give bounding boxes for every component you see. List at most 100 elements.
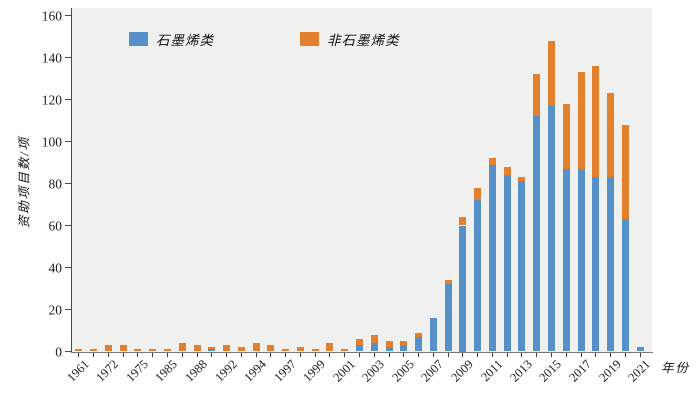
x-tick <box>595 353 597 357</box>
x-tick <box>152 353 154 357</box>
x-tick <box>447 353 449 357</box>
x-tick <box>122 353 124 357</box>
bar-segment-non-graphene-idx3 <box>119 345 127 352</box>
x-tick <box>580 353 582 357</box>
x-tick <box>462 353 464 357</box>
bar-segment-non-graphene-2019 <box>607 93 614 178</box>
x-tick <box>196 353 198 357</box>
bar-segment-non-graphene-2009 <box>459 217 467 226</box>
bar-segment-graphene-idx33 <box>562 168 570 352</box>
y-tick-label-120: 120 <box>41 92 62 107</box>
bar-segment-non-graphene-idx15 <box>296 347 304 352</box>
x-tick-label-2011: 2011 <box>478 357 506 385</box>
y-tick-label-80: 80 <box>48 176 63 191</box>
bar-segment-graphene-2017 <box>577 168 585 352</box>
x-tick <box>344 353 346 357</box>
plot-area <box>72 8 652 352</box>
y-tick <box>64 182 71 185</box>
x-tick <box>565 353 567 357</box>
x-tick <box>639 353 641 357</box>
legend-swatch-non-graphene <box>300 32 319 46</box>
y-tick-label-100: 100 <box>41 134 62 149</box>
bar-segment-graphene-idx21 <box>385 347 393 352</box>
x-tick <box>270 353 272 357</box>
x-tick <box>418 353 419 357</box>
bar-segment-non-graphene-2011 <box>488 158 496 165</box>
x-axis-title: 年份 <box>661 361 691 375</box>
x-tick-label-1961: 1961 <box>64 357 92 385</box>
legend: 石墨烯类 非石墨烯类 <box>129 29 400 49</box>
bar-segment-non-graphene-1985 <box>163 349 171 352</box>
bar-segment-non-graphene-idx1 <box>90 349 98 352</box>
x-tick <box>181 353 183 357</box>
bar-segment-non-graphene-1999 <box>311 349 319 352</box>
bar-segment-graphene-2019 <box>607 177 614 352</box>
bar-segment-non-graphene-idx29 <box>503 166 511 176</box>
bar-segment-non-graphene-idx11 <box>237 347 245 352</box>
bar-segment-non-graphene-idx27 <box>474 187 482 201</box>
x-tick-label-2009: 2009 <box>448 357 476 385</box>
bar-segment-non-graphene-1988 <box>193 345 201 352</box>
bar-segment-graphene-idx27 <box>474 200 482 352</box>
bar-segment-graphene-idx25 <box>444 284 452 352</box>
bar-segment-non-graphene-idx21 <box>385 341 393 348</box>
x-tick <box>432 353 434 357</box>
bar-segment-non-graphene-2003 <box>370 334 378 344</box>
x-tick <box>358 353 360 357</box>
x-tick <box>240 353 242 357</box>
x-tick-label-1994: 1994 <box>241 357 269 385</box>
y-tick <box>64 308 71 311</box>
legend-swatch-graphene <box>129 32 148 46</box>
bar-segment-non-graphene-1972 <box>104 345 112 352</box>
bar-segment-non-graphene-idx13 <box>267 345 275 352</box>
bar-segment-non-graphene-2017 <box>577 72 585 169</box>
x-tick-label-2005: 2005 <box>389 357 417 385</box>
bar-segment-graphene-idx31 <box>533 116 541 352</box>
x-tick <box>373 353 375 357</box>
x-tick <box>477 353 479 357</box>
x-tick <box>491 353 493 357</box>
x-tick <box>536 353 538 357</box>
x-tick <box>226 353 227 357</box>
x-tick <box>314 353 316 357</box>
bar-segment-non-graphene-idx25 <box>444 280 452 285</box>
bar-segment-graphene-idx9 <box>208 349 216 352</box>
x-tick <box>166 353 168 357</box>
bar-segment-non-graphene-idx9 <box>208 347 216 350</box>
bar-segment-non-graphene-1992 <box>223 345 230 352</box>
bar-segment-non-graphene-idx7 <box>178 343 186 352</box>
x-tick <box>211 353 213 357</box>
x-tick <box>506 353 508 357</box>
bar-segment-non-graphene-idx37 <box>621 124 629 220</box>
y-tick <box>64 140 71 143</box>
x-tick-label-1992: 1992 <box>211 357 240 385</box>
bar-segment-graphene-idx37 <box>621 219 629 352</box>
x-tick-label-2021: 2021 <box>625 357 654 385</box>
y-axis-line <box>70 8 72 353</box>
legend-label-graphene: 石墨烯类 <box>156 33 214 48</box>
x-tick-label-2007: 2007 <box>418 357 447 385</box>
y-tick-label-140: 140 <box>41 50 62 65</box>
bar-segment-graphene-idx19 <box>355 345 363 352</box>
bar-segment-non-graphene-2001 <box>341 349 349 352</box>
x-tick <box>93 353 95 357</box>
bar-segment-non-graphene-idx35 <box>592 65 600 178</box>
bar-segment-non-graphene-idx23 <box>415 332 422 337</box>
x-tick-label-1972: 1972 <box>93 357 122 385</box>
legend-label-non-graphene: 非石墨烯类 <box>327 33 400 48</box>
x-tick <box>624 353 626 357</box>
bar-segment-graphene-2009 <box>459 225 467 352</box>
x-tick-label-1985: 1985 <box>152 357 181 385</box>
y-tick-label-0: 0 <box>55 344 62 359</box>
bar-segment-non-graphene-idx17 <box>326 343 334 352</box>
x-tick-label-2001: 2001 <box>330 357 358 385</box>
y-tick-label-160: 160 <box>41 8 62 23</box>
x-tick <box>610 353 611 357</box>
bar-segment-graphene-idx35 <box>592 177 600 352</box>
bar-segment-non-graphene-1975 <box>134 349 142 352</box>
y-tick <box>64 266 71 269</box>
bar-segment-graphene-2021 <box>636 347 644 352</box>
y-tick-label-60: 60 <box>48 218 63 233</box>
x-tick <box>521 353 523 357</box>
x-tick <box>299 353 301 357</box>
